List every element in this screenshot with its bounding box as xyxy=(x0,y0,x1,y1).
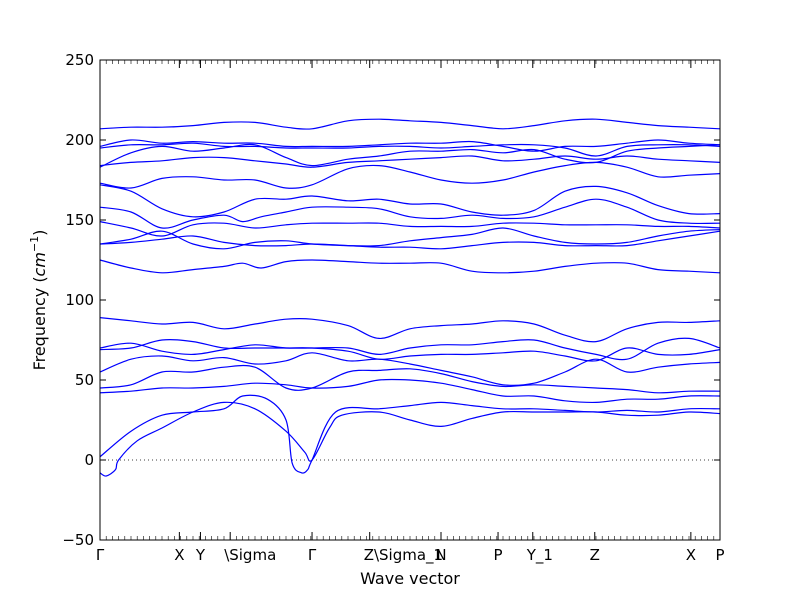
y-ticks: −50 0 50 100 150 200 250 xyxy=(62,51,720,549)
y-tick-label: 50 xyxy=(75,371,94,389)
y-axis-label-unit: cm xyxy=(30,252,49,276)
band-line-16 xyxy=(99,143,721,168)
band-line-0 xyxy=(99,401,721,477)
band-line-4 xyxy=(99,352,721,386)
y-axis-label-suffix: ) xyxy=(30,230,49,236)
y-tick-label: −50 xyxy=(62,531,94,549)
band-line-1 xyxy=(99,394,721,474)
x-tick-label: Z\Sigma_1 xyxy=(364,546,443,565)
x-ticks: Γ X Y \Sigma Γ Z\Sigma_1N P Y_1 Z X P xyxy=(96,60,725,565)
bands-group xyxy=(99,118,721,477)
plot-frame xyxy=(99,59,721,541)
x-tick-label: X xyxy=(174,546,184,564)
band-line-5 xyxy=(99,339,721,362)
y-axis-label-prefix: Frequency ( xyxy=(30,276,49,370)
x-tick-label: \Sigma xyxy=(224,546,276,564)
y-axis-label: Frequency (cm−1) xyxy=(28,230,49,371)
y-tick-label: 0 xyxy=(84,451,94,469)
y-axis-label-exp: −1 xyxy=(28,236,41,252)
band-line-14 xyxy=(99,161,721,189)
x-tick-label: Γ xyxy=(308,546,317,564)
y-tick-label: 150 xyxy=(65,211,94,229)
band-line-12 xyxy=(99,198,721,229)
x-tick-label: Γ xyxy=(96,546,105,564)
band-line-15 xyxy=(99,155,721,168)
x-tick-label: P xyxy=(715,546,724,564)
band-line-6 xyxy=(99,337,721,361)
y-tick-label: 250 xyxy=(65,51,94,69)
x-tick-label: Z xyxy=(590,546,600,564)
x-axis-label: Wave vector xyxy=(360,569,460,588)
band-line-7 xyxy=(99,317,721,343)
x-tick-label: Y xyxy=(195,546,206,564)
plot-area xyxy=(99,60,721,540)
band-line-8 xyxy=(99,259,721,274)
x-tick-label: Y_1 xyxy=(526,546,553,565)
band-line-17 xyxy=(99,142,721,157)
band-line-13 xyxy=(99,184,721,218)
band-line-2 xyxy=(99,378,721,404)
band-line-18 xyxy=(99,139,721,152)
x-tick-label: N xyxy=(435,546,446,564)
band-line-3 xyxy=(99,364,721,394)
band-line-9 xyxy=(99,230,721,250)
band-line-10 xyxy=(99,227,721,250)
band-line-19 xyxy=(99,118,721,130)
x-tick-label: P xyxy=(494,546,503,564)
y-tick-label: 100 xyxy=(65,291,94,309)
y-tick-label: 200 xyxy=(65,131,94,149)
x-tick-label: X xyxy=(686,546,696,564)
band-line-11 xyxy=(99,221,721,237)
